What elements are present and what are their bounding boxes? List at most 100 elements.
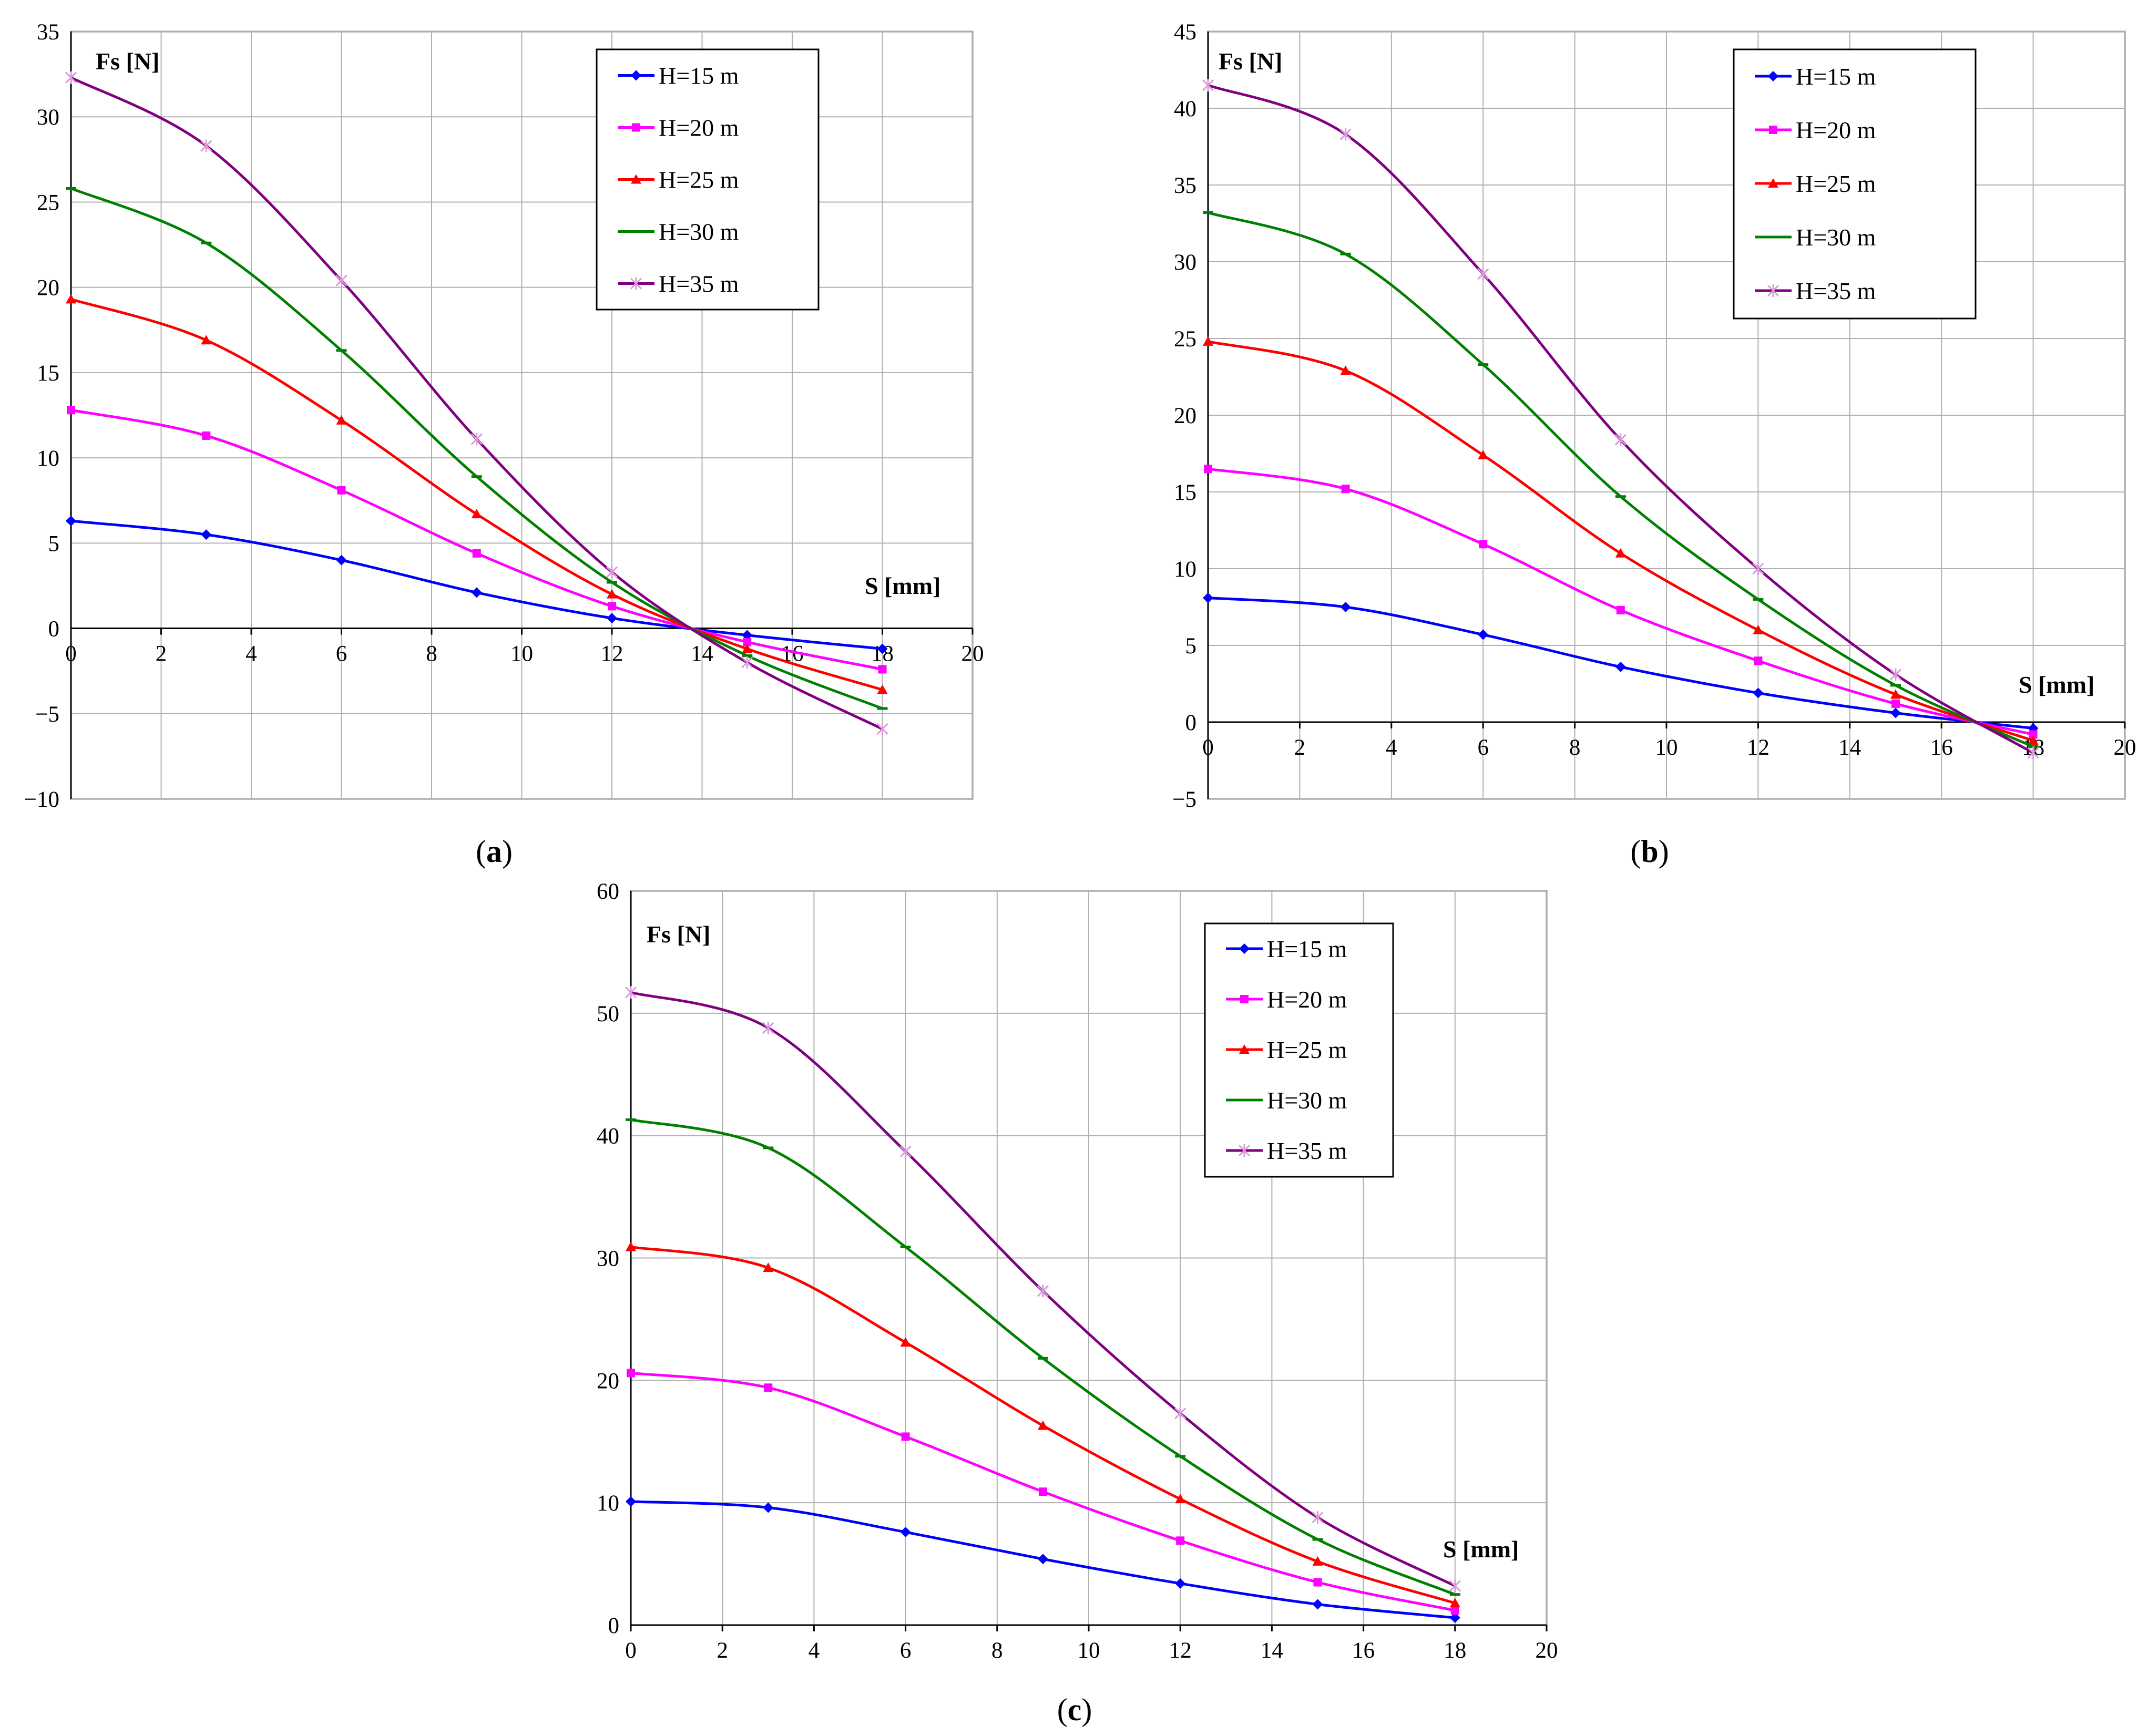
y-tick-label: 40 <box>1174 97 1196 121</box>
data-point-triangle <box>1312 1556 1323 1566</box>
data-point-square <box>878 665 887 674</box>
data-point-square <box>1038 1487 1047 1496</box>
y-tick-label: 10 <box>1174 557 1196 582</box>
data-point-square <box>764 1383 773 1392</box>
data-point-diamond <box>1239 943 1250 954</box>
x-tick-label: 20 <box>1536 1638 1558 1663</box>
legend-label: H=25 m <box>1267 1036 1347 1063</box>
data-point-square <box>2029 730 2038 739</box>
data-point-square <box>1479 540 1488 549</box>
data-point-square <box>202 431 211 440</box>
panel-caption: (a) <box>476 834 513 869</box>
data-point-star <box>1449 1579 1461 1593</box>
data-point-square <box>472 549 481 558</box>
series-h-20-m <box>1204 465 2038 739</box>
series-h-35-m <box>625 986 1461 1593</box>
x-tick-label: 4 <box>809 1638 820 1663</box>
y-tick-label: −5 <box>1172 787 1196 812</box>
data-point-triangle <box>631 174 641 184</box>
data-point-star <box>1477 268 1489 281</box>
data-point-square <box>743 638 752 646</box>
y-tick-label: 60 <box>597 879 619 904</box>
y-tick-label: 15 <box>37 361 59 386</box>
data-point-diamond <box>1449 1612 1460 1624</box>
legend-label: H=20 m <box>659 115 739 141</box>
x-tick-label: 4 <box>245 642 257 666</box>
legend-label: H=25 m <box>1796 170 1876 197</box>
data-point-star <box>1614 433 1626 446</box>
data-point-star <box>741 656 753 669</box>
data-point-diamond <box>1203 592 1213 603</box>
data-point-star <box>876 722 888 735</box>
legend-label: H=35 m <box>1796 278 1876 304</box>
data-point-diamond <box>1753 687 1764 698</box>
data-point-diamond <box>763 1502 774 1513</box>
data-point-triangle <box>201 335 212 345</box>
data-point-square <box>608 602 616 611</box>
data-point-triangle <box>1175 1494 1186 1504</box>
data-point-square <box>1176 1536 1185 1545</box>
y-tick-label: 35 <box>1174 173 1196 198</box>
data-point-diamond <box>201 529 212 540</box>
legend: H=15 m H=20 m H=25 m H=30 m H=35 m <box>1733 48 1977 320</box>
data-point-diamond <box>66 516 76 527</box>
series-h-25-m <box>66 294 888 694</box>
data-point-diamond <box>877 643 888 654</box>
data-point-triangle <box>626 1241 636 1251</box>
data-point-triangle <box>1478 449 1489 459</box>
y-tick-label: 30 <box>597 1247 619 1271</box>
chart-panel-a: −10−50510152025303502468101214161820Fs [… <box>24 20 984 869</box>
data-point-diamond <box>1037 1554 1048 1565</box>
series-h-20-m <box>67 406 887 674</box>
x-tick-label: 16 <box>1930 735 1953 760</box>
data-point-star <box>200 139 212 152</box>
data-point-diamond <box>631 70 641 81</box>
x-axis-title: S [mm] <box>2019 671 2094 698</box>
data-point-square <box>901 1432 910 1441</box>
y-tick-label: 50 <box>597 1002 619 1026</box>
y-tick-label: 20 <box>597 1369 619 1393</box>
series-h-35-m <box>65 71 888 735</box>
x-tick-label: 0 <box>1202 735 1214 760</box>
series-h-30-m <box>66 187 888 710</box>
series-h-20-m <box>627 1369 1459 1615</box>
data-point-star <box>335 274 347 287</box>
data-point-diamond <box>471 587 482 598</box>
legend-label: H=30 m <box>1267 1087 1347 1114</box>
legend-label: H=30 m <box>1796 224 1876 251</box>
data-point-triangle <box>1449 1598 1460 1608</box>
series-h-25-m <box>1203 336 2039 745</box>
data-point-star <box>899 1145 912 1158</box>
panel-caption: (c) <box>1057 1692 1092 1727</box>
data-point-star <box>1752 562 1764 575</box>
y-axis-title: Fs [N] <box>647 921 710 948</box>
y-tick-label: 35 <box>37 20 59 45</box>
data-point-diamond <box>1768 71 1778 81</box>
y-tick-label: 20 <box>37 276 59 301</box>
data-point-diamond <box>607 613 617 624</box>
data-point-square <box>1341 485 1350 494</box>
x-tick-label: 8 <box>1569 735 1581 760</box>
x-tick-label: 6 <box>1477 735 1489 760</box>
data-point-diamond <box>1312 1599 1323 1610</box>
x-tick-label: 8 <box>426 642 437 666</box>
x-tick-label: 10 <box>1078 1638 1100 1663</box>
x-tick-label: 4 <box>1386 735 1397 760</box>
data-point-star <box>1312 1511 1324 1524</box>
data-point-triangle <box>877 684 888 694</box>
data-point-triangle <box>1037 1420 1048 1430</box>
y-tick-label: 45 <box>1174 20 1196 45</box>
y-tick-label: 25 <box>1174 327 1196 352</box>
x-tick-label: 16 <box>1352 1638 1375 1663</box>
panel-caption: (b) <box>1630 834 1669 869</box>
x-tick-label: 2 <box>156 642 167 666</box>
data-point-diamond <box>336 554 347 566</box>
x-tick-label: 12 <box>1747 735 1769 760</box>
series-h-30-m <box>626 1118 1460 1596</box>
x-tick-label: 0 <box>65 642 77 666</box>
x-tick-label: 0 <box>625 1638 637 1663</box>
legend-label: H=30 m <box>659 219 739 245</box>
y-tick-label: −5 <box>35 702 59 727</box>
x-tick-label: 6 <box>900 1638 912 1663</box>
